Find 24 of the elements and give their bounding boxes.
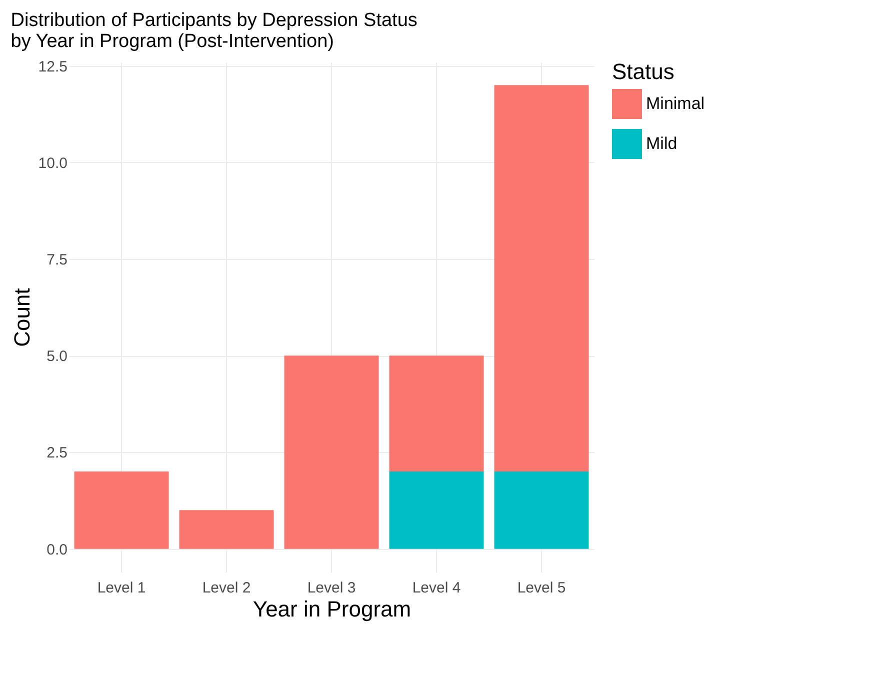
chart-title: Distribution of Participants by Depression Status by Year in Program (Post-Intervention) [10,10,418,52]
bar [179,510,274,549]
x-tick-label: Level 1 [97,580,146,596]
y-tick-label: 10.0 [38,154,68,172]
x-tick-label: Level 2 [202,580,251,596]
bar [284,356,379,549]
legend-label: Mild [646,134,678,153]
bar [494,472,589,549]
bar [389,356,484,472]
y-tick-label: 5.0 [46,348,68,366]
y-tick-label: 12.5 [38,58,68,76]
legend-title: Status [612,59,674,84]
y-axis-title: Count [9,288,34,347]
legend-label: Minimal [646,94,705,113]
y-tick-label: 0.0 [46,541,68,558]
x-tick-label: Level 4 [412,580,461,596]
bar [389,472,484,549]
x-tick-label: Level 5 [517,580,566,596]
y-tick-label: 2.5 [46,444,68,462]
x-axis-title: Year in Program [252,596,412,622]
bar [494,85,589,472]
y-tick-label: 7.5 [46,252,68,269]
x-tick-label: Level 3 [307,580,356,596]
bar [74,472,169,549]
